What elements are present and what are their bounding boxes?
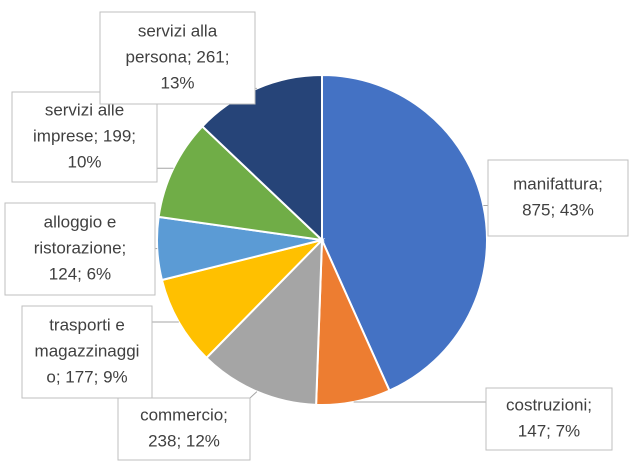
data-label-line: servizi alle	[45, 100, 124, 119]
data-label-line: manifattura;	[513, 174, 603, 193]
data-label-line: alloggio e	[44, 212, 117, 231]
label-box	[4, 202, 156, 296]
data-label-line: costruzioni;	[506, 395, 592, 414]
label-box	[21, 305, 153, 399]
data-label: trasporti e magazzinaggi o; 177; 9%	[21, 305, 153, 399]
data-label: servizi alle imprese; 199; 10%	[11, 91, 158, 183]
slices	[156, 73, 488, 406]
data-label-line: servizi alla	[138, 21, 218, 40]
slice	[200, 73, 323, 243]
data-label-line: commercio;	[140, 405, 228, 424]
data-label-line: 875; 43%	[522, 200, 594, 219]
data-label-line: persona; 261;	[126, 47, 230, 66]
label-box	[11, 91, 158, 183]
label-box	[485, 387, 613, 451]
data-label-line: 238; 12%	[148, 431, 220, 450]
data-label-line: 124; 6%	[49, 264, 111, 283]
data-label-line: 10%	[67, 152, 101, 171]
label-box	[117, 397, 251, 461]
data-label-line: magazzinaggi	[35, 341, 140, 360]
data-label: alloggio e ristorazione; 124; 6%	[4, 202, 156, 296]
leader-line	[249, 391, 258, 399]
data-label: commercio; 238; 12%	[117, 397, 251, 461]
data-label: manifattura; 875; 43%	[487, 159, 629, 237]
data-label-line: 13%	[160, 73, 194, 92]
slice	[160, 238, 326, 360]
data-label: servizi alla persona; 261; 13%	[99, 11, 256, 105]
data-label-line: trasporti e	[49, 315, 125, 334]
data-label-line: 147; 7%	[518, 421, 580, 440]
label-box	[487, 159, 629, 237]
data-label-line: ristorazione;	[34, 238, 127, 257]
data-label: costruzioni; 147; 7%	[485, 387, 613, 451]
data-label-line: imprese; 199;	[33, 126, 136, 145]
labels: manifattura;875; 43%costruzioni;147; 7%c…	[4, 11, 629, 461]
label-box	[99, 11, 256, 105]
data-label-line: o; 177; 9%	[46, 367, 127, 386]
